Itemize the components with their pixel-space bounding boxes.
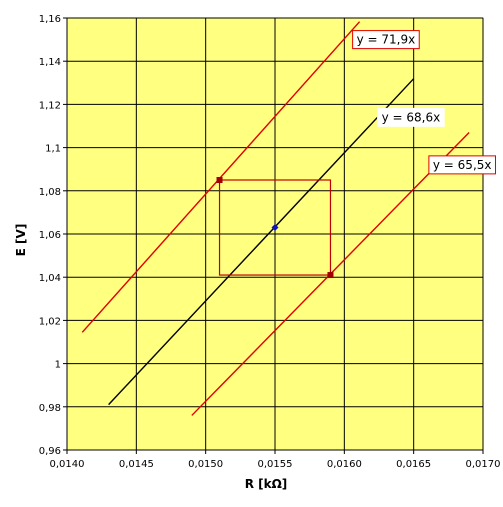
- data-point-0: [216, 177, 223, 183]
- y-axis-ticks: 0,96 0,98 1 1,02 1,04 1,06 1,08 1,1 1,12 1,14 1,16: [39, 14, 67, 457]
- x-axis-title: R [kΩ]: [245, 477, 288, 491]
- y-tick-label: 1,02: [39, 316, 61, 327]
- y-tick-label: 0,96: [39, 446, 61, 457]
- trendline-label-text: y = 65,5x: [433, 158, 492, 172]
- x-tick-label: 0,0150: [188, 459, 223, 470]
- x-axis-ticks: 0,0140 0,0145 0,0150 0,0155 0,0160 0,0165 0,01…: [50, 450, 501, 470]
- trendline-label-box: [352, 30, 420, 50]
- y-tick-label: 1,16: [39, 14, 61, 25]
- x-tick-label: 0,0140: [50, 459, 85, 470]
- y-tick-label: 1,08: [39, 187, 61, 198]
- trendline-label-box: [377, 107, 445, 127]
- trendline-label-0: y = 71,9x: [352, 30, 420, 50]
- x-tick-label: 0,0155: [258, 459, 293, 470]
- y-tick-label: 1,06: [39, 230, 61, 241]
- x-tick-label: 0,0170: [466, 459, 501, 470]
- trendline-label-2: y = 65,5x: [428, 155, 497, 175]
- x-tick-label: 0,0165: [396, 459, 431, 470]
- x-tick-label: 0,0145: [119, 459, 154, 470]
- series-line-1: [108, 78, 415, 406]
- data-point-1: [327, 272, 334, 279]
- data-point-2: [271, 224, 279, 232]
- y-tick-label: 1: [55, 360, 61, 371]
- trendline-label-text: y = 71,9x: [357, 33, 416, 47]
- y-tick-label: 1,04: [39, 273, 61, 284]
- y-tick-label: 0,98: [39, 403, 61, 414]
- uncertainty-box: [218, 179, 332, 276]
- x-tick-label: 0,0160: [327, 459, 362, 470]
- gridlines: [66, 17, 484, 451]
- y-tick-label: 1,14: [39, 57, 61, 68]
- y-tick-label: 1,1: [45, 144, 61, 155]
- trendline-label-text: y = 68,6x: [382, 110, 441, 124]
- annotations-layer: y = 71,9x y = 68,6x y = 65,5x: [352, 30, 497, 175]
- y-axis-title: E [V]: [14, 224, 28, 257]
- uncertainty-box-layer: [218, 179, 332, 276]
- series-line-0: [81, 21, 361, 333]
- y-tick-label: 1,12: [39, 100, 61, 111]
- trendline-label-box: [428, 155, 497, 175]
- points-layer: [216, 177, 334, 279]
- trendline-label-1: y = 68,6x: [377, 107, 445, 127]
